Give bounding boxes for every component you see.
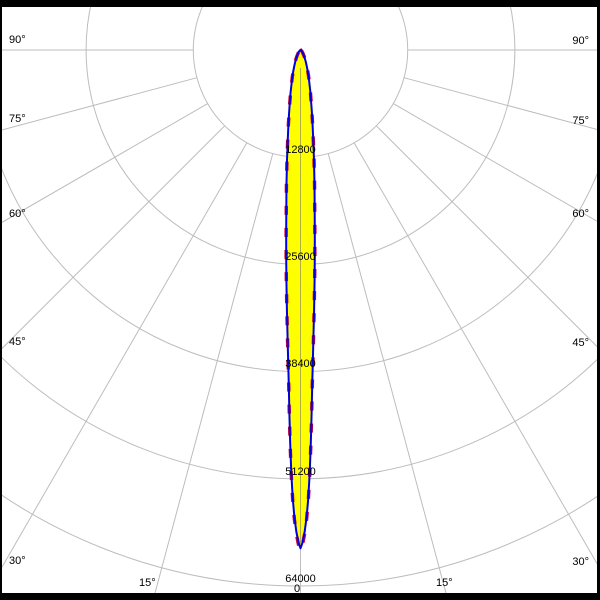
- angle-label-left-75: 75°: [9, 113, 26, 125]
- frame-border-right: [597, 0, 600, 600]
- angle-label-right-60: 60°: [572, 208, 589, 220]
- angle-label-left-45: 45°: [9, 336, 26, 348]
- angle-label-right-75: 75°: [572, 115, 589, 127]
- grid-radial-lines: [0, 49, 600, 600]
- radial-tick-label-38400: 38400: [285, 358, 316, 370]
- angle-label-left-90: 90°: [9, 34, 26, 46]
- frame-border-top: [0, 0, 600, 7]
- angle-label-bottom-left-15: 15°: [139, 577, 156, 589]
- blue-curve: [285, 49, 316, 550]
- radial-tick-label-51200: 51200: [285, 466, 316, 478]
- radial-tick-label-12800: 12800: [285, 144, 316, 156]
- angle-label-left-30: 30°: [9, 555, 26, 567]
- radial-tick-label-25600: 25600: [285, 251, 316, 263]
- angle-label-right-90: 90°: [572, 35, 589, 47]
- angle-label-right-45: 45°: [572, 337, 589, 349]
- frame-border-bottom: [0, 593, 600, 600]
- frame-border-left: [0, 0, 2, 600]
- angle-label-left-60: 60°: [9, 208, 26, 220]
- angle-label-zero: 0: [293, 583, 301, 595]
- angle-label-bottom-right-15: 15°: [436, 577, 453, 589]
- radial-tick-label-64000: 64000: [285, 573, 316, 585]
- angle-label-right-30: 30°: [572, 556, 589, 568]
